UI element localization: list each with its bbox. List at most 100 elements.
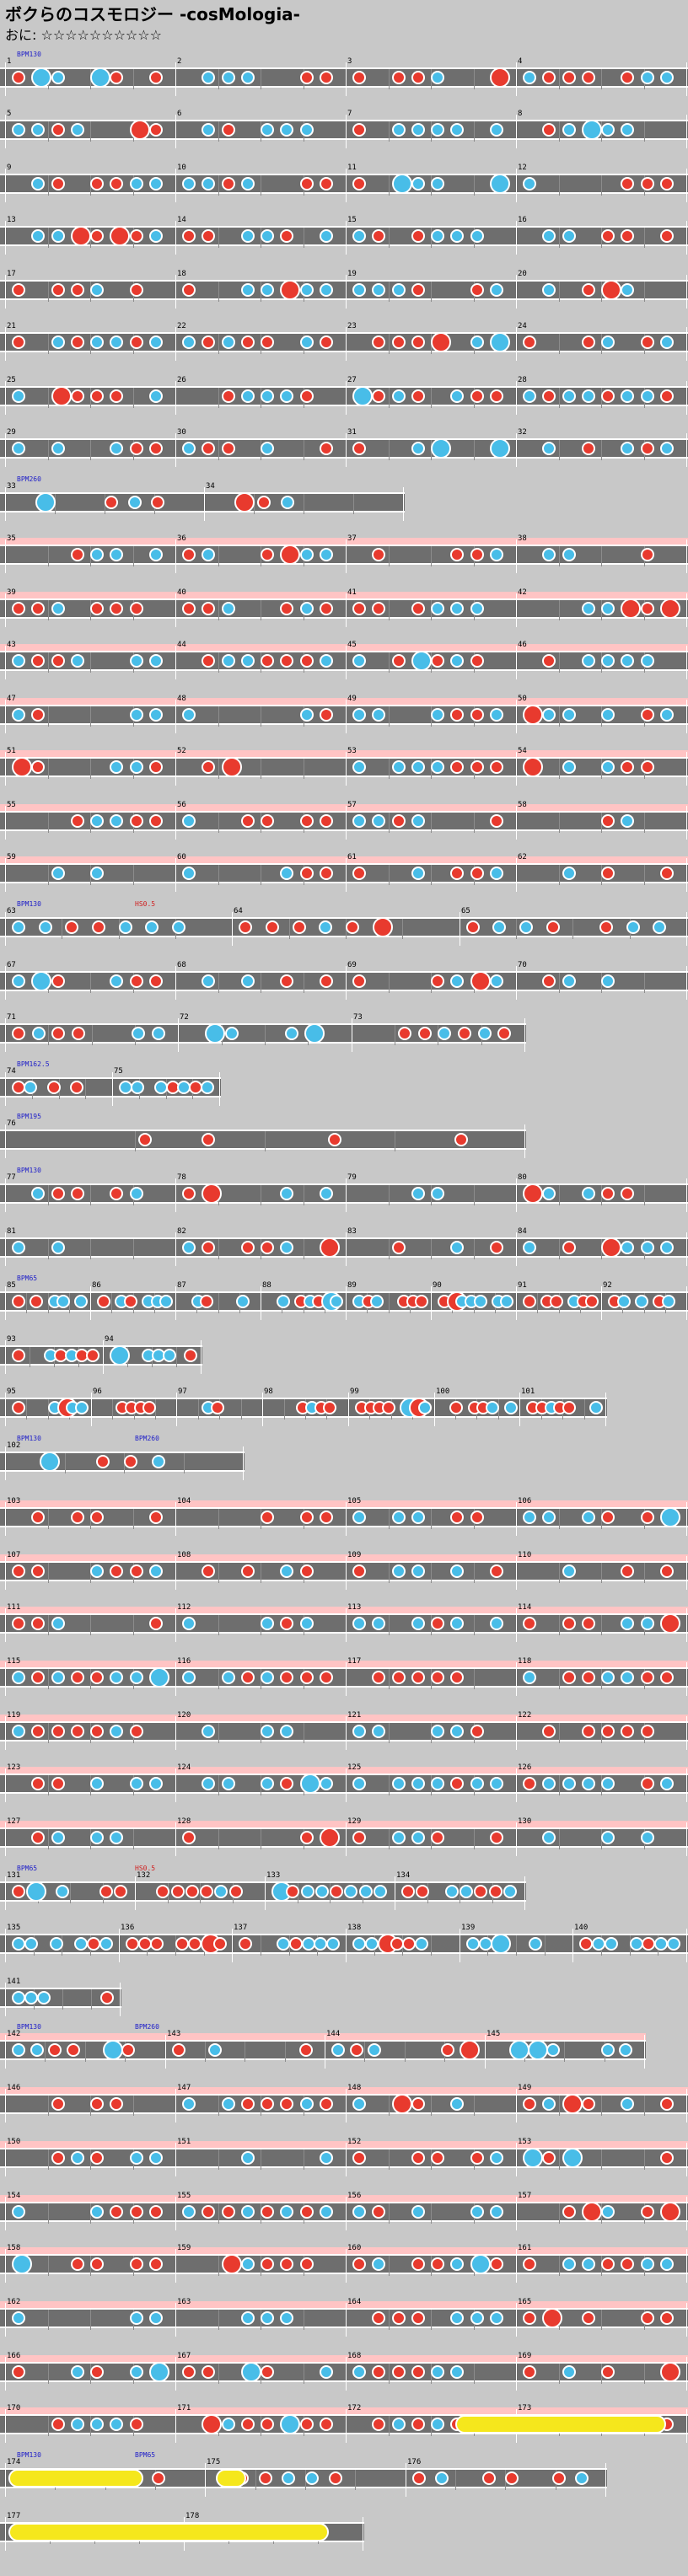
measure-line [175,433,176,467]
measure-row: 142 143 144 145 [0,2025,688,2077]
don-note [320,708,333,722]
ka-note [225,1027,239,1040]
beat-line [218,546,219,566]
ka-note [490,2205,503,2219]
don-note [392,1671,406,1684]
measure-number: 77 [7,1173,16,1182]
measure-row: 111 112 113 114 [0,1598,688,1650]
measure-number: 125 [347,1763,362,1772]
beat-line [48,175,49,196]
beat-line [26,1293,27,1313]
beat-line [644,865,645,885]
ka-note [222,71,235,84]
measure-number: 54 [518,747,527,755]
ka-note [280,389,293,403]
don-note [239,920,252,934]
beat-line [218,2096,219,2116]
measure-line [175,2143,176,2176]
ka-note [411,867,425,880]
ka-note [12,1241,25,1254]
ka-note [241,2151,255,2165]
beat-line [65,1453,66,1473]
measure-number: 156 [347,2192,362,2200]
ka-note [445,1885,459,1898]
don-note [105,496,118,509]
ka-note [601,1777,615,1790]
don-note [411,71,425,84]
measure-line-end [686,1822,687,1856]
ka-note [621,283,634,297]
ka-note [320,229,333,243]
don-note [582,283,595,297]
ka-note [241,2311,255,2325]
don-note [241,1671,255,1684]
measure-line [516,115,517,148]
don-note [431,2151,444,2165]
measure-line-end [686,1178,687,1212]
note-lane [0,651,688,671]
beat-line [389,759,390,779]
beat-line [474,1615,475,1635]
beat-line [559,2203,560,2224]
ka-note [182,1617,196,1630]
don-note [582,71,595,84]
don-note [31,1671,45,1684]
ka-note [365,1937,379,1951]
measure-row: 135 136 137 138 139 140 [0,1919,688,1971]
don-note [149,1511,163,1524]
don-note [490,67,510,88]
beat-line [431,1239,432,1259]
measure-line [346,593,347,627]
ka-note [582,389,595,403]
measure-line [232,912,233,946]
measure-number: 90 [433,1281,442,1290]
ka-note [241,177,255,191]
ka-note [152,1027,165,1040]
measure-number: 117 [347,1657,362,1666]
measure-row: 174 175 176 [0,2453,688,2505]
measure-number: 23 [347,322,357,330]
measure-number: 146 [7,2084,21,2092]
measure-line [5,115,6,148]
don-note [182,1187,196,1200]
measure-number: 20 [518,270,527,278]
ka-note [660,1241,674,1254]
beat-line [389,1239,390,1259]
beat-line [85,2042,86,2062]
beat-line [601,2310,602,2330]
bpm-change-label: BPM130 [17,1435,41,1442]
ka-note [392,2418,406,2431]
beat-line [601,440,602,460]
ka-note [372,814,385,828]
ka-note [372,2257,385,2271]
measure-line [5,2143,6,2176]
measure-number: 135 [7,1924,21,1932]
measure-line [516,1822,517,1856]
measure-number: 116 [177,1657,191,1666]
measure-line [485,2035,486,2069]
ka-note [660,335,674,349]
measure-number: 24 [518,322,527,330]
measure-row: 35 36 37 38 [0,529,688,582]
measure-number: 32 [518,428,527,437]
don-note [450,708,464,722]
ka-note [26,1881,46,1902]
don-note [130,974,143,988]
don-note [261,548,274,561]
don-note [130,1564,143,1578]
measure-number: 99 [350,1387,359,1396]
don-note [241,1241,255,1254]
don-note [454,1133,468,1146]
measure-line [175,2197,176,2230]
measure-row: 21 22 23 24 [0,317,688,369]
ka-note [130,1671,143,1684]
drumroll-note [8,2523,329,2541]
don-note [392,2365,406,2379]
ka-note [90,2205,104,2219]
beat-line [389,2203,390,2224]
song-title: ボクらのコスモロジー -cosMologia- [5,4,300,24]
don-note [150,1937,164,1951]
ka-note [601,1671,615,1684]
ka-note [450,2365,464,2379]
don-note [601,2365,615,2379]
